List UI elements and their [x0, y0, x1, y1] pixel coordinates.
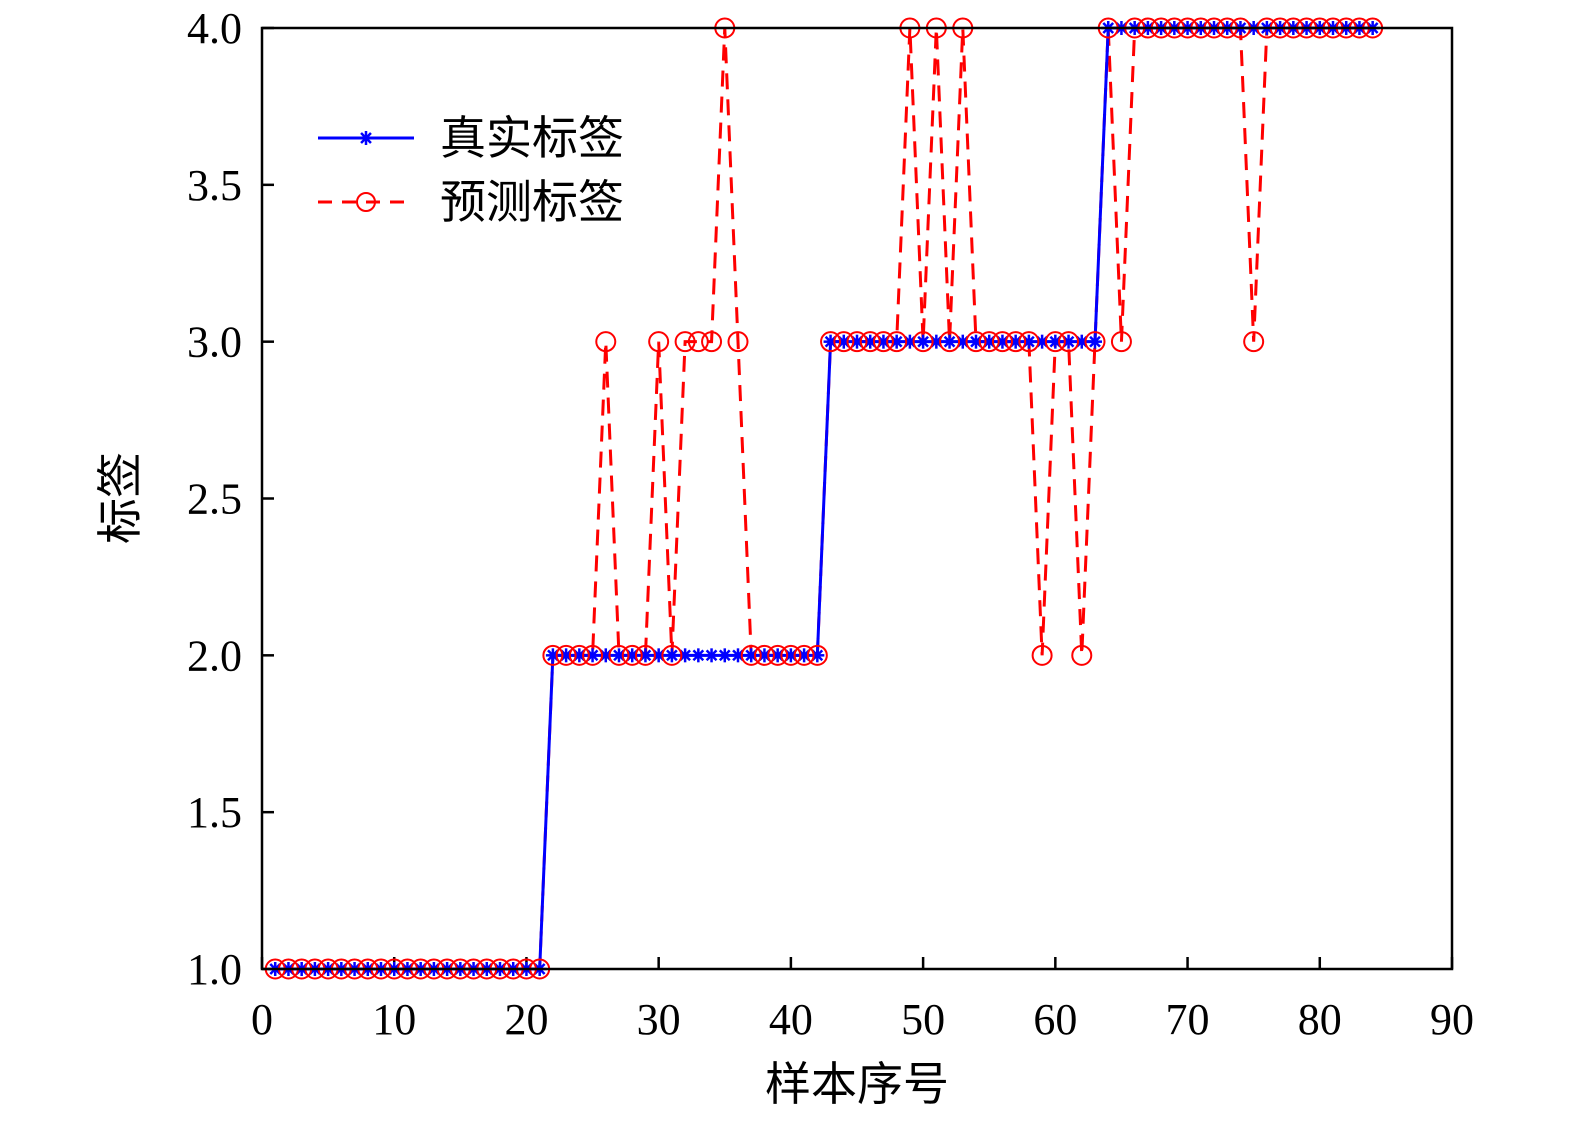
predicted-label-point	[542, 644, 564, 666]
predicted-label-point	[727, 331, 749, 353]
true-label-point	[717, 648, 732, 663]
predicted-label-point	[978, 331, 1000, 353]
y-tick-label: 3.5	[187, 161, 242, 210]
predicted-label-point	[846, 331, 868, 353]
x-tick-label: 90	[1430, 995, 1474, 1044]
predicted-label-point	[608, 644, 630, 666]
predicted-label-point	[1084, 331, 1106, 353]
predicted-label-point	[661, 644, 683, 666]
predicted-label-point	[1071, 644, 1093, 666]
y-axis-title: 标签	[93, 452, 147, 544]
y-tick-label: 1.0	[187, 945, 242, 994]
predicted-label-point	[767, 644, 789, 666]
y-tick-label: 1.5	[187, 788, 242, 837]
predicted-label-point	[859, 331, 881, 353]
predicted-label-point	[648, 331, 670, 353]
true-label-point	[916, 334, 931, 349]
legend-pred-label: 预测标签	[440, 175, 624, 229]
predicted-label-point	[820, 331, 842, 353]
y-tick-label: 2.5	[187, 475, 242, 524]
predicted-label-point	[621, 644, 643, 666]
predicted-label-point	[780, 644, 802, 666]
predicted-label-point	[965, 331, 987, 353]
predicted-label-point	[1031, 644, 1053, 666]
predicted-label-point	[1005, 331, 1027, 353]
x-tick-label: 40	[769, 995, 813, 1044]
predicted-label-point	[1243, 331, 1265, 353]
predicted-label-point	[701, 331, 723, 353]
tick-labels: 0 10 20 30 40 50 60 70 80 90 1.0 1.5 2.0 2.5 3.0 3.5 4.0	[187, 4, 1474, 1044]
x-tick-label: 80	[1298, 995, 1342, 1044]
y-tick-label: 4.0	[187, 4, 242, 53]
predicted-label-point	[793, 644, 815, 666]
predicted-label-point	[753, 644, 775, 666]
predicted-label-point	[687, 331, 709, 353]
x-tick-label: 0	[251, 995, 273, 1044]
predicted-label-point	[886, 331, 908, 353]
x-tick-label: 30	[637, 995, 681, 1044]
x-tick-label: 10	[372, 995, 416, 1044]
predicted-label-point	[833, 331, 855, 353]
x-axis-title: 样本序号	[765, 1057, 949, 1111]
predicted-label-point	[912, 331, 934, 353]
plot-area	[262, 28, 1452, 969]
x-tick-label: 20	[504, 995, 548, 1044]
y-tick-label: 3.0	[187, 318, 242, 367]
predicted-label-point	[555, 644, 577, 666]
predicted-label-point	[568, 644, 590, 666]
predicted-label-point	[740, 644, 762, 666]
plot-frame	[260, 26, 1454, 971]
true-label-point	[942, 334, 957, 349]
legend-pred-marker	[356, 192, 376, 212]
predicted-label-point	[582, 644, 604, 666]
true-label-point	[664, 648, 679, 663]
predicted-label-point	[1058, 331, 1080, 353]
predicted-label-point	[595, 331, 617, 353]
predicted-label-point	[991, 331, 1013, 353]
x-tick-label: 60	[1033, 995, 1077, 1044]
true-label-point	[1088, 334, 1102, 349]
predicted-label-point	[939, 331, 961, 353]
true-label-point	[691, 648, 706, 663]
legend: 真实标签 预测标签	[318, 111, 624, 229]
legend-true-marker	[359, 131, 373, 145]
predicted-label-point	[806, 644, 828, 666]
legend-true-label: 真实标签	[440, 111, 624, 165]
y-tick-label: 2.0	[187, 631, 242, 680]
x-tick-label: 50	[901, 995, 945, 1044]
predicted-label-point	[1044, 331, 1066, 353]
predicted-label-point	[1018, 331, 1040, 353]
legend-asterisk	[359, 131, 373, 145]
predicted-label-point	[1110, 331, 1132, 353]
x-tick-label: 70	[1166, 995, 1210, 1044]
true-label-point	[704, 648, 719, 663]
predicted-label-point	[872, 331, 894, 353]
predicted-label-point	[674, 331, 696, 353]
predicted-label-point	[634, 644, 656, 666]
